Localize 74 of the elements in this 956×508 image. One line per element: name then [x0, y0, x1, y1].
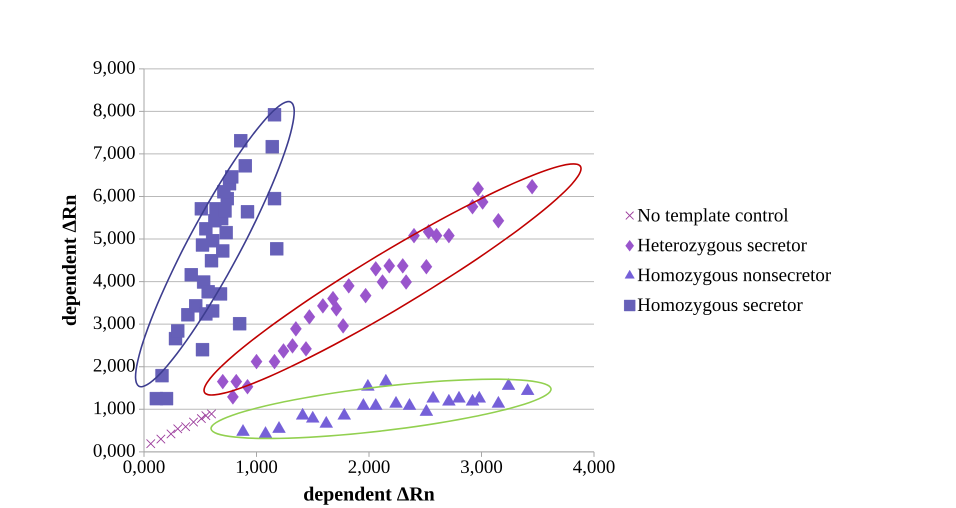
y-axis-title: dependent ΔRn — [62, 194, 80, 326]
point — [166, 429, 176, 439]
point — [290, 321, 302, 337]
point — [196, 342, 210, 356]
x-tick-label: 4,000 — [573, 460, 615, 476]
point — [492, 213, 504, 228]
point — [188, 417, 198, 427]
point — [304, 309, 316, 325]
point — [268, 354, 280, 370]
y-tick-label: 3,000 — [94, 316, 135, 332]
point — [196, 414, 206, 424]
point — [268, 192, 282, 206]
point — [204, 254, 218, 268]
point — [219, 226, 233, 240]
y-tick-label: 9,000 — [94, 61, 135, 77]
point — [201, 410, 211, 420]
point — [360, 288, 372, 304]
point — [225, 170, 238, 184]
point — [216, 374, 229, 390]
legend-label: Heterozygous secretor — [638, 238, 807, 256]
x-tick-label: 0,000 — [123, 460, 165, 476]
y-tick-label: 1,000 — [94, 401, 135, 417]
point — [526, 178, 538, 194]
point — [300, 341, 312, 357]
point — [156, 434, 166, 444]
x-tick-label: 1,000 — [236, 460, 278, 476]
point — [443, 228, 455, 244]
point — [146, 439, 156, 448]
legend-label: Homozygous secretor — [638, 298, 803, 315]
point — [396, 258, 409, 274]
point — [383, 258, 396, 274]
point — [270, 242, 284, 256]
point — [327, 290, 339, 306]
point — [472, 181, 484, 196]
point — [184, 268, 198, 282]
point — [370, 261, 382, 276]
point — [234, 134, 248, 148]
y-tick-label: 0,000 — [94, 444, 135, 460]
point — [206, 304, 220, 318]
y-tick-label: 6,000 — [94, 188, 135, 204]
point — [216, 244, 230, 258]
point — [250, 354, 262, 370]
point — [430, 228, 442, 244]
point — [278, 343, 290, 359]
point — [206, 234, 220, 248]
point — [160, 392, 174, 406]
point — [286, 338, 298, 354]
x-tick-label: 3,000 — [461, 460, 502, 476]
point — [330, 301, 342, 317]
point — [227, 389, 239, 405]
y-tick-label: 8,000 — [94, 104, 135, 120]
point — [238, 159, 252, 173]
y-tick-label: 2,000 — [94, 358, 135, 374]
point — [337, 318, 349, 334]
point — [206, 409, 216, 419]
y-tick-label: 5,000 — [94, 231, 135, 247]
x-axis-title: dependent ΔRn — [304, 486, 434, 505]
y-tick-label: 7,000 — [94, 146, 135, 162]
point — [171, 324, 184, 338]
x-tick-label: 2,000 — [348, 460, 390, 476]
y-tick-label: 4,000 — [93, 274, 135, 290]
point — [232, 317, 246, 330]
point — [342, 278, 355, 294]
point — [376, 274, 388, 290]
point — [317, 298, 329, 314]
legend-label: No template control — [638, 208, 788, 226]
point — [230, 374, 242, 390]
point — [400, 274, 412, 290]
point — [420, 258, 432, 274]
point — [240, 205, 254, 218]
point — [266, 140, 279, 154]
legend-label: Homozygous nonsecretor — [638, 268, 831, 286]
point — [268, 108, 282, 122]
point — [201, 285, 215, 298]
